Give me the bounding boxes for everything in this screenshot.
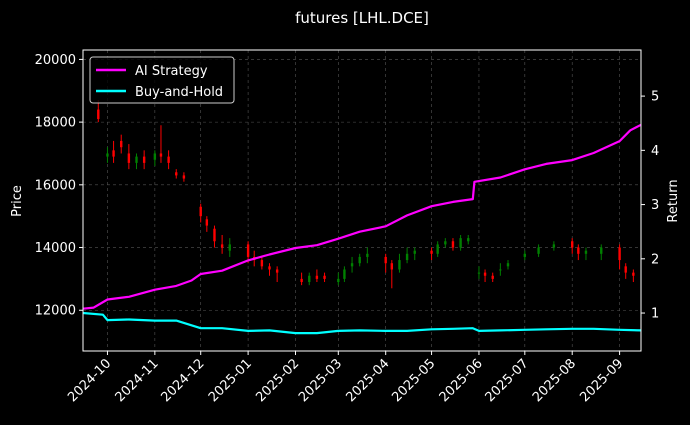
candle-body	[552, 244, 556, 248]
line-series	[82, 123, 642, 335]
candle-body	[337, 278, 340, 283]
candle-body	[577, 247, 580, 254]
right-axis-tick-label: 5	[651, 90, 659, 105]
candle-body	[584, 250, 588, 254]
candle-body	[571, 241, 574, 248]
candle-body	[315, 275, 319, 279]
candle-body	[135, 156, 138, 163]
left-axis-tick-label: 18000	[35, 116, 76, 131]
candle-body	[459, 238, 462, 248]
candle-body	[268, 266, 271, 270]
right-axis-label: Return	[666, 179, 681, 222]
candle-body	[213, 228, 216, 242]
left-axis: 12000 14000 16000 18000 20000	[35, 53, 83, 319]
right-axis-tick-label: 3	[651, 198, 659, 213]
plot-frame	[82, 49, 642, 352]
candle-body	[413, 250, 416, 254]
candle-body	[444, 241, 447, 245]
candle-body	[127, 153, 131, 163]
candle-body	[153, 153, 157, 160]
candle-body	[106, 153, 109, 157]
right-axis-tick-label: 4	[651, 144, 659, 159]
candle-body	[246, 244, 250, 257]
candle-body	[182, 175, 186, 179]
candle-body	[366, 253, 369, 257]
candle-body	[506, 263, 510, 267]
right-axis: 1 2 3 4 5	[641, 90, 659, 322]
legend: AI Strategy Buy-and-Hold	[89, 56, 235, 104]
candle-body	[600, 247, 603, 254]
candle-body	[523, 253, 527, 257]
candle-body	[491, 275, 494, 279]
chart-title: futures [LHL.DCE]	[295, 9, 429, 27]
candle-body	[308, 275, 311, 283]
candle-body	[167, 156, 170, 163]
candle-body	[632, 272, 635, 276]
candlestick-series	[97, 100, 635, 289]
candle-body	[483, 272, 487, 276]
candle-body	[199, 206, 202, 217]
left-axis-label: Price	[10, 185, 25, 217]
candle-body	[205, 219, 209, 226]
right-axis-tick-label: 2	[651, 252, 659, 267]
left-axis-tick-label: 20000	[35, 53, 76, 68]
candle-body	[220, 244, 224, 248]
candle-body	[97, 109, 100, 119]
candle-body	[477, 272, 481, 274]
candle-body	[430, 250, 433, 254]
series-line-ai-strategy	[82, 123, 642, 310]
candle-body	[275, 269, 279, 273]
candle-body	[142, 156, 146, 163]
candle-body	[537, 247, 540, 254]
left-axis-tick-label: 16000	[35, 178, 76, 193]
left-axis-tick-label: 12000	[35, 304, 76, 319]
legend-label-ai-strategy: AI Strategy	[135, 64, 208, 79]
candle-body	[384, 256, 387, 264]
candle-body	[398, 260, 401, 270]
right-axis-tick-label: 1	[651, 307, 659, 322]
candle-body	[405, 253, 409, 261]
candle-body	[343, 269, 346, 279]
candle-body	[323, 275, 326, 279]
candle-body	[436, 244, 439, 254]
candle-body	[467, 238, 470, 242]
series-line-buy-and-hold	[82, 311, 642, 335]
candle-body	[451, 241, 455, 248]
candle-body	[300, 278, 303, 283]
legend-label-buy-and-hold: Buy-and-Hold	[135, 85, 223, 100]
candle-body	[112, 150, 115, 157]
candle-body	[228, 244, 231, 251]
candle-body	[390, 263, 394, 270]
candle-body	[260, 260, 264, 267]
left-axis-tick-label: 14000	[35, 241, 76, 256]
candle-body	[159, 153, 163, 157]
candle-body	[624, 266, 627, 273]
candle-body	[358, 256, 361, 264]
candle-body	[120, 140, 123, 148]
candle-body	[175, 172, 178, 176]
candle-body	[499, 269, 502, 271]
candle-body	[350, 263, 354, 267]
candle-body	[618, 247, 621, 261]
